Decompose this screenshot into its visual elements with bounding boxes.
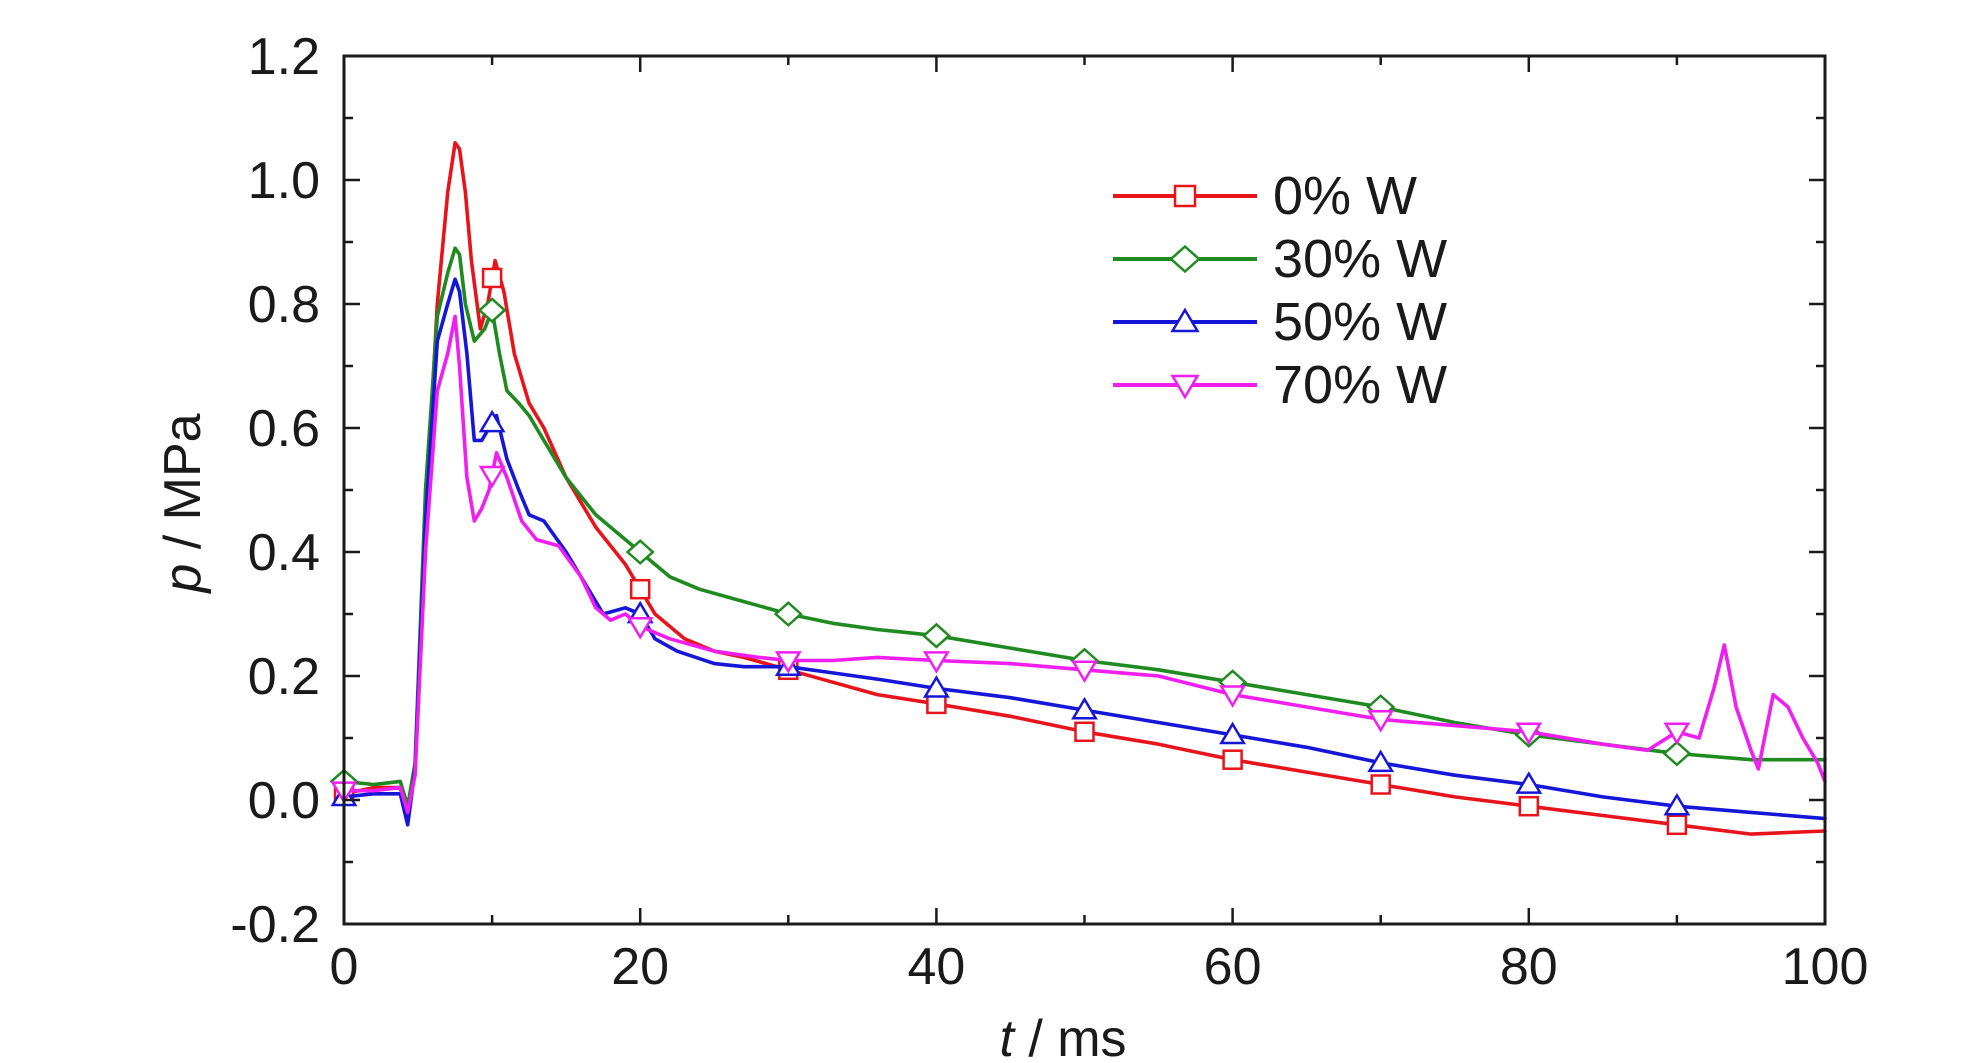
x-tick-label: 100 (1782, 938, 1869, 996)
x-tick-label: 20 (611, 938, 669, 996)
x-tick-label: 0 (330, 938, 359, 996)
legend-item-2: 30% W (1113, 229, 1447, 289)
series-marker (1370, 774, 1391, 795)
plot-frame (342, 54, 1827, 926)
series-1 (333, 141, 1827, 836)
legend-marker (1173, 184, 1197, 208)
x-tick-label: 80 (1500, 938, 1558, 996)
series-marker (1367, 749, 1395, 773)
series-marker (626, 617, 654, 640)
series-marker (1071, 696, 1098, 720)
series-marker (1219, 721, 1247, 745)
series-marker (773, 601, 803, 627)
axes: 0 20 40 60 80 100 -0.2 0.0 0.2 0.4 0.6 0.8 1.0 1.2 (230, 28, 1868, 996)
x-axis-title: t / ms (999, 1010, 1126, 1063)
legend-item-1: 0% W (1113, 166, 1417, 226)
series-marker (1515, 722, 1543, 746)
x-axis-unit: / ms (1014, 1010, 1127, 1063)
series-marker (478, 409, 506, 433)
series-line (342, 314, 1827, 815)
plot-border (342, 54, 1827, 926)
y-tick-label: -0.2 (230, 896, 320, 954)
series-marker (1666, 814, 1688, 836)
y-tick-label: 0.8 (248, 276, 320, 334)
legend-label: 50% W (1273, 292, 1447, 352)
legend-label: 70% W (1273, 355, 1447, 415)
legend-label: 0% W (1273, 166, 1417, 226)
series-marker (1222, 749, 1243, 770)
y-axis-title: p / MPa (154, 413, 212, 594)
series-marker (1074, 721, 1095, 743)
legend-label: 30% W (1273, 229, 1447, 289)
y-tick-label: 0.4 (248, 524, 320, 582)
legend-item-3: 50% W (1113, 292, 1447, 352)
y-tick-label: 1.2 (248, 28, 320, 86)
legend-marker (1169, 244, 1201, 274)
x-tick-label: 40 (907, 938, 965, 996)
series-line (342, 141, 1827, 836)
y-tick-label: 1.0 (248, 152, 320, 210)
series-marker (1662, 740, 1692, 767)
series-marker (921, 622, 951, 649)
legend: 0% W30% W50% W70% W (1113, 166, 1447, 415)
series-marker (629, 578, 651, 600)
series-line (342, 277, 1827, 827)
series-marker (477, 297, 507, 324)
series-marker (481, 267, 503, 289)
legend-item-4: 70% W (1113, 355, 1447, 415)
series-marker (1515, 771, 1543, 794)
series-marker (478, 465, 506, 489)
y-tick-label: 0.2 (248, 648, 320, 706)
series-marker (774, 651, 802, 674)
series-marker (1219, 685, 1247, 708)
series-marker (1518, 795, 1540, 817)
y-tick-label: 0.6 (248, 400, 320, 458)
y-axis-variable: p (154, 564, 212, 595)
y-axis-unit: / MPa (154, 413, 212, 563)
legend-marker (1170, 374, 1200, 400)
series-marker (625, 539, 655, 565)
y-tick-label: 0.0 (248, 772, 320, 830)
series-marker (922, 675, 950, 698)
x-axis-variable: t (999, 1010, 1016, 1063)
series-marker (1663, 722, 1691, 746)
series-marker (1367, 710, 1395, 733)
series-4 (330, 314, 1827, 815)
series-marker (922, 651, 950, 674)
x-tick-label: 60 (1204, 938, 1262, 996)
plot-area (329, 141, 1827, 836)
series-marker (1071, 660, 1098, 684)
series-marker (1663, 792, 1691, 816)
series-line (342, 246, 1827, 808)
legend-marker (1170, 307, 1200, 333)
